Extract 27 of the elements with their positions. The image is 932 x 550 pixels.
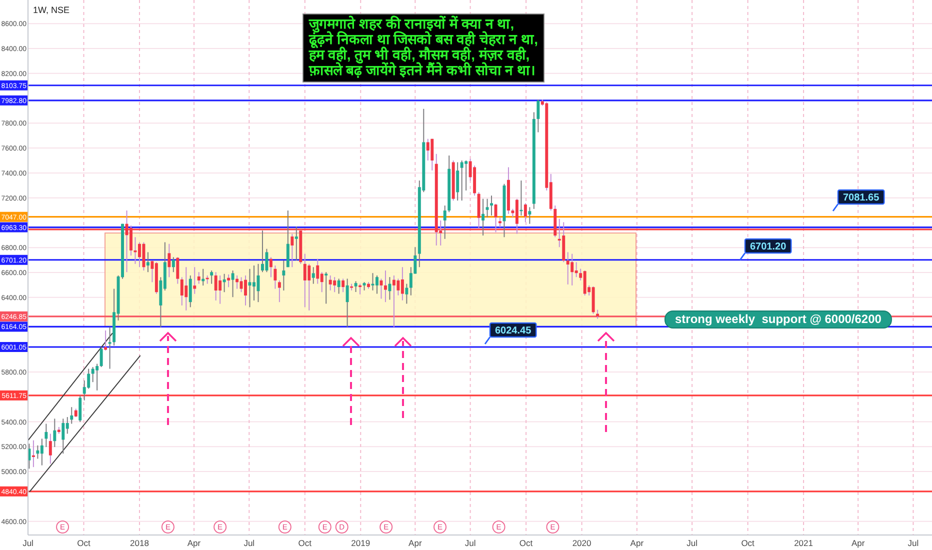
x-tick-label: Jul (244, 538, 255, 548)
x-tick-label: Jul (22, 538, 34, 548)
x-tick-label: Apr (851, 538, 865, 548)
x-tick-label: Jul (908, 538, 919, 548)
x-tick-label: 2019 (351, 538, 370, 548)
x-tick-label: Apr (187, 538, 201, 548)
annotation: 6701.20 (750, 242, 787, 252)
x-tick-label: Jul (464, 538, 476, 548)
x-tick-label: Apr (408, 538, 422, 548)
x-tick-label: Oct (298, 538, 312, 548)
x-tick-label: Oct (741, 538, 756, 548)
text: 1W, NSE (33, 5, 70, 15)
annotation: strong weekly support @ 6000/6200 (675, 312, 882, 326)
price-label: 6701.20 (739, 238, 792, 260)
x-tick-label: 2018 (130, 538, 150, 548)
x-tick-label: Jul (686, 538, 698, 548)
annotation: 6024.45 (495, 326, 532, 336)
note: strong weekly support @ 6000/6200 (664, 310, 892, 328)
price-label: 7081.65 (832, 189, 885, 212)
x-tick-label: 2021 (794, 538, 814, 548)
x-tick-label: Apr (630, 538, 644, 548)
note: जुगमगाते शहर की रानाइयों में क्या न था, ढूंढ़ने निकला था जिसको बस वही चेहरा न था, हम वही, तुम भी वही, मौसम वही, मंज़र वही, फ़ासले बढ़ जायेंगे इतने मैंने कभी सोचा न था। (302, 14, 545, 82)
x-tick-label: Oct (519, 538, 534, 548)
x-tick-label: Oct (77, 538, 91, 548)
annotation: 7081.65 (843, 192, 880, 204)
x-tick-label: 2020 (572, 538, 592, 548)
price-label: 6024.45 (484, 322, 537, 344)
